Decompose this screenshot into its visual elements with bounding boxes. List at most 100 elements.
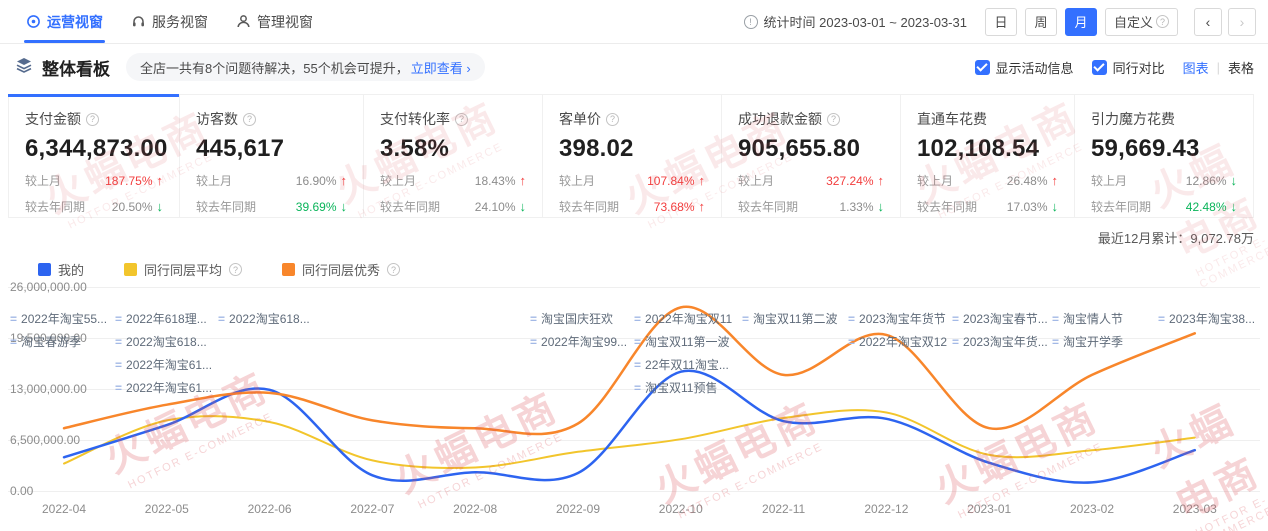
activity-annotation: = 淘宝双11第二波 xyxy=(742,311,838,326)
activity-annotation: = 2023淘宝年货节 xyxy=(848,311,946,326)
tab-service-view[interactable]: 服务视窗 xyxy=(117,0,222,43)
activity-annotation: = 2022年淘宝双12 xyxy=(848,334,948,349)
metric-title: 引力魔方花费 xyxy=(1091,111,1175,127)
mom-label: 较上月 xyxy=(738,174,775,188)
activity-annotation: = 淘宝情人节 xyxy=(1052,311,1124,326)
peer-compare-checkbox[interactable] xyxy=(1091,59,1107,75)
tab-operation-view[interactable]: 运营视窗 xyxy=(12,0,117,43)
activity-annotation: = 淘宝国庆狂欢 xyxy=(530,311,614,326)
activity-marker-icon: = xyxy=(634,334,642,349)
metric-title: 直通车花费 xyxy=(917,111,987,127)
series-line-我的 xyxy=(62,369,1197,484)
yoy-label: 较去年同期 xyxy=(1091,200,1152,214)
yoy-label: 较去年同期 xyxy=(380,200,441,214)
help-icon[interactable]: ? xyxy=(86,112,99,126)
help-icon: ? xyxy=(1156,15,1169,28)
help-icon[interactable]: ? xyxy=(243,112,256,126)
board-header-row: 整体看板 全店一共有8个问题待解决，55个机会可提升， 立即查看 › 显示活动信… xyxy=(0,44,1268,90)
mom-percent: 26.48% xyxy=(1006,173,1048,188)
mom-percent: 187.75% xyxy=(105,173,153,188)
x-axis-label: 2022-06 xyxy=(247,502,292,516)
activity-annotation: = 2022淘宝618... xyxy=(218,311,310,326)
mom-arrow-icon: ↑ xyxy=(1051,173,1059,188)
activity-annotation: = 淘宝开学季 xyxy=(1052,334,1124,349)
stat-time-text: 统计时间 2023-03-01 ~ 2023-03-31 xyxy=(763,15,967,30)
metric-card[interactable]: 支付转化率 ? 3.58% 较上月 18.43% ↑ 较去年同期 24.10% ↓ xyxy=(363,94,543,218)
view-now-link[interactable]: 立即查看 › xyxy=(410,60,471,76)
mom-label: 较上月 xyxy=(1091,174,1128,188)
next-period-button[interactable]: › xyxy=(1228,7,1256,36)
metric-card[interactable]: 客单价 ? 398.02 较上月 107.84% ↑ 较去年同期 73.68% ↑ xyxy=(542,94,722,218)
y-axis-label: 19,500,000.00 xyxy=(10,331,87,345)
metric-title: 访客数 xyxy=(196,111,238,127)
mom-arrow-icon: ↑ xyxy=(519,173,527,188)
tab-label: 管理视窗 xyxy=(257,13,313,30)
table-view-toggle[interactable]: 表格 xyxy=(1227,60,1254,76)
metric-card[interactable]: 支付金额 ? 6,344,873.00 较上月 187.75% ↑ 较去年同期 2… xyxy=(8,94,180,218)
show-activity-checkbox[interactable] xyxy=(974,59,990,75)
yoy-percent: 20.50% xyxy=(111,199,153,214)
help-icon[interactable]: ? xyxy=(229,263,243,276)
mom-percent: 18.43% xyxy=(474,173,516,188)
tab-management-view[interactable]: 管理视窗 xyxy=(222,0,327,43)
activity-marker-icon: = xyxy=(115,311,123,326)
activity-annotation: = 2022年淘宝61... xyxy=(115,380,213,395)
yoy-label: 较去年同期 xyxy=(559,200,620,214)
help-icon[interactable]: ? xyxy=(827,112,840,126)
activity-marker-icon: = xyxy=(634,357,642,372)
activity-marker-icon: = xyxy=(1052,311,1060,326)
range-button-周[interactable]: 周 xyxy=(1024,7,1057,36)
date-range-buttons: 日周月自定义? xyxy=(984,7,1178,36)
metric-value: 59,669.43 xyxy=(1091,135,1200,162)
mom-label: 较上月 xyxy=(917,174,954,188)
activity-marker-icon: = xyxy=(742,311,750,326)
metric-card[interactable]: 成功退款金额 ? 905,655.80 较上月 327.24% ↑ 较去年同期 1… xyxy=(721,94,901,218)
activity-annotation: = 2022年淘宝双11 xyxy=(634,311,733,326)
metric-value: 398.02 xyxy=(559,135,634,162)
metric-cards-row: 支付金额 ? 6,344,873.00 较上月 187.75% ↑ 较去年同期 2… xyxy=(8,94,1260,218)
activity-marker-icon: = xyxy=(530,334,538,349)
custom-range-button[interactable]: 自定义? xyxy=(1104,7,1178,36)
activity-annotation: = 2023淘宝年货... xyxy=(952,334,1048,349)
activity-annotation: = 2023淘宝春节... xyxy=(952,311,1048,326)
yoy-label: 较去年同期 xyxy=(25,200,86,214)
mom-label: 较上月 xyxy=(25,174,62,188)
legend-item[interactable]: 同行同层优秀? xyxy=(282,260,401,279)
headset-icon xyxy=(131,14,146,29)
legend-swatch xyxy=(38,263,51,276)
metric-value: 905,655.80 xyxy=(738,135,861,162)
yoy-percent: 24.10% xyxy=(474,199,516,214)
range-button-月[interactable]: 月 xyxy=(1064,7,1097,36)
help-icon[interactable]: ? xyxy=(387,263,401,276)
range-button-日[interactable]: 日 xyxy=(984,7,1017,36)
metric-card[interactable]: 访客数 ? 445,617 较上月 16.90% ↑ 较去年同期 39.69% ↓ xyxy=(179,94,364,218)
gridline xyxy=(8,491,1260,492)
activity-marker-icon: = xyxy=(952,334,960,349)
help-icon[interactable]: ? xyxy=(606,112,619,126)
x-axis-label: 2023-02 xyxy=(1069,502,1115,516)
activity-annotation: = 2022淘宝618... xyxy=(115,334,207,349)
yoy-label: 较去年同期 xyxy=(917,200,978,214)
activity-marker-icon: = xyxy=(848,311,856,326)
legend-item[interactable]: 我的 xyxy=(38,260,84,279)
activity-marker-icon: = xyxy=(848,334,856,349)
view-tabs: 运营视窗 服务视窗 管理视窗 xyxy=(12,0,327,43)
metric-card[interactable]: 引力魔方花费 ? 59,669.43 较上月 12.86%↓ 较去年同期 42.… xyxy=(1074,94,1254,218)
trend-chart[interactable]: 0.00 6,500,000.00 13,000,000.00 19,500,000.… xyxy=(0,280,1268,531)
prev-period-button[interactable]: ‹ xyxy=(1194,7,1222,36)
metric-card[interactable]: 直通车花费 ? 102,108.54 较上月 26.48%↑ 较去年同期 17.… xyxy=(900,94,1075,218)
activity-marker-icon: = xyxy=(634,311,642,326)
yoy-arrow-icon: ↓ xyxy=(340,199,348,214)
activity-annotation: = 2022年618理... xyxy=(115,311,207,326)
legend-item[interactable]: 同行同层平均? xyxy=(124,260,243,279)
yoy-arrow-icon: ↓ xyxy=(156,199,164,214)
help-icon[interactable]: ? xyxy=(455,112,468,126)
yoy-percent: 1.33% xyxy=(839,199,874,214)
activity-annotation: = 淘宝双11第一波 xyxy=(634,334,730,349)
chart-view-toggle[interactable]: 图表 xyxy=(1182,60,1209,76)
metric-title: 支付转化率 xyxy=(380,111,450,127)
yoy-label: 较去年同期 xyxy=(738,200,799,214)
metric-title: 支付金额 xyxy=(25,111,81,127)
x-axis-label: 2022-10 xyxy=(658,502,703,516)
